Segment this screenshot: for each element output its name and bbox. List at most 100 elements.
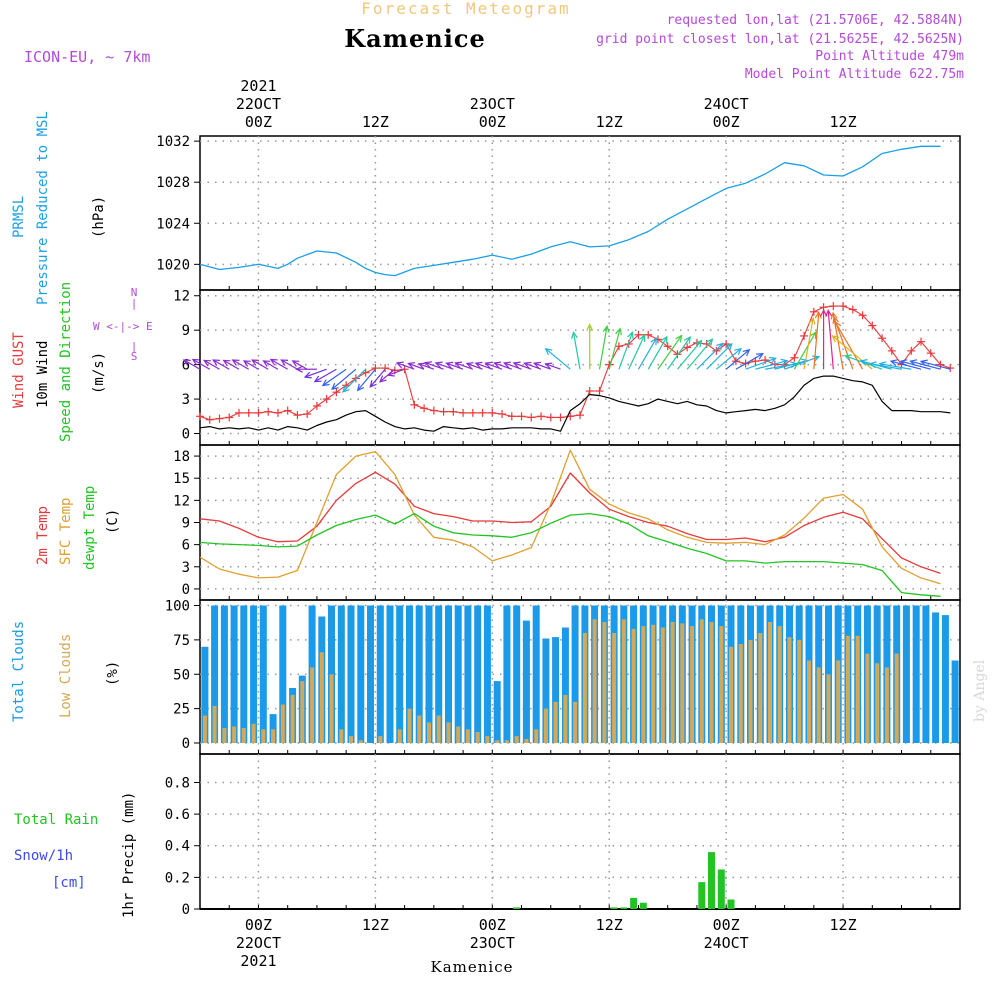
grid-point: grid point closest lon,lat (21.5625E, 42… (596, 32, 964, 47)
model-altitude: Model Point Altitude 622.75m (745, 67, 964, 82)
low-cloud-bar (252, 724, 256, 743)
total-cloud-bar (367, 606, 374, 744)
footer-location: Kamenice (431, 958, 514, 976)
bottom-time-label: 00Z (713, 916, 740, 934)
wind-arrow (599, 326, 607, 369)
low-cloud-bar (690, 626, 694, 743)
pressure-line (200, 146, 941, 275)
rain-bar (611, 907, 618, 909)
low-cloud-bar (593, 619, 597, 743)
wind-chart (184, 302, 954, 431)
pressure-msl-label: Pressure Reduced to MSL (35, 111, 51, 305)
cloud-ytick-label: 25 (173, 702, 190, 718)
low-cloud-bar (320, 652, 324, 743)
low-cloud-bar (466, 729, 470, 743)
wind-speed-dir-label: Speed and Direction (58, 282, 74, 442)
low-cloud-bar (632, 629, 636, 743)
prmsl-label: PRMSL (11, 196, 27, 238)
svg-text:|: | (131, 297, 138, 310)
low-cloud-bar (271, 729, 275, 743)
cloud-unit: (%) (105, 661, 121, 686)
total-cloud-bar (513, 606, 520, 744)
wind-ytick-label: 3 (182, 392, 190, 408)
low-clouds-label: Low Clouds (58, 634, 74, 718)
wind-arrow (677, 341, 701, 370)
low-cloud-bar (222, 728, 226, 743)
low-cloud-bar (661, 628, 665, 744)
low-cloud-bar (875, 663, 879, 743)
wind-arrow (629, 335, 645, 369)
wind-arrow (546, 349, 571, 370)
low-cloud-bar (788, 637, 792, 743)
bottom-time-label: 00Z (479, 916, 506, 934)
low-cloud-bar (232, 727, 236, 744)
low-cloud-bar (651, 625, 655, 743)
low-cloud-bar (213, 706, 217, 743)
gust-label: Wind GUST (11, 332, 27, 408)
low-cloud-bar (671, 622, 675, 743)
total-cloud-bar (484, 606, 491, 744)
pressure-ytick-label: 1024 (156, 216, 190, 232)
temperature-chart (200, 450, 941, 596)
total-cloud-bar (231, 606, 238, 744)
rain-bar (708, 852, 715, 909)
total-cloud-bar (474, 606, 481, 744)
total-cloud-bar (455, 606, 462, 744)
watermark: by Angel (972, 659, 988, 722)
low-cloud-bar (349, 736, 353, 743)
low-cloud-bar (865, 654, 869, 743)
low-cloud-bar (554, 702, 558, 743)
temp-ytick-label: 15 (173, 471, 190, 487)
low-cloud-bar (495, 740, 499, 743)
total-cloud-bar (260, 606, 267, 744)
low-cloud-bar (427, 722, 431, 743)
bottom-time-label: 2021 (240, 952, 276, 970)
low-cloud-bar (768, 622, 772, 743)
total-cloud-bar (240, 606, 247, 744)
bottom-time-label: 24OCT (704, 934, 749, 952)
precip-ytick-label: 0.4 (165, 839, 190, 855)
low-cloud-bar (612, 633, 616, 743)
low-cloud-bar (515, 736, 519, 743)
total-cloud-bar (942, 615, 949, 743)
cloud-ytick-label: 0 (182, 736, 190, 752)
wind-unit: (m/s) (91, 352, 107, 394)
precip-ytick-label: 0.2 (165, 870, 190, 886)
low-cloud-bar (583, 633, 587, 743)
bottom-time-label: 00Z (245, 916, 272, 934)
low-cloud-bar (310, 667, 314, 743)
total-cloud-bar (903, 606, 910, 744)
total-cloud-bar (387, 606, 394, 744)
wind-arrow (828, 310, 833, 369)
temp-ytick-label: 12 (173, 493, 190, 509)
bottom-time-label: 12Z (596, 916, 623, 934)
dewpt-line (200, 514, 941, 597)
rain-bar (698, 882, 705, 909)
dewpt-label: dewpt Temp (82, 486, 98, 570)
pressure-unit: (hPa) (91, 196, 107, 238)
low-cloud-bar (300, 681, 304, 743)
low-cloud-bar (281, 705, 285, 744)
total-rain-label: Total Rain (14, 812, 98, 828)
low-cloud-bar (291, 695, 295, 743)
low-cloud-bar (641, 626, 645, 743)
low-cloud-bar (485, 736, 489, 743)
low-cloud-bar (836, 661, 840, 744)
low-cloud-bar (856, 636, 860, 743)
bottom-time-label: 23OCT (470, 934, 515, 952)
temp-ytick-label: 3 (182, 560, 190, 576)
precip-ytick-label: 0.8 (165, 775, 190, 791)
temp2m-label: 2m Temp (35, 506, 51, 565)
total-cloud-bar (426, 606, 433, 744)
total-cloud-bar (494, 681, 501, 743)
product-title: Forecast Meteogram (361, 0, 570, 18)
low-cloud-bar (505, 740, 509, 743)
model-label: ICON-EU, ~ 7km (24, 48, 150, 66)
low-cloud-bar (885, 667, 889, 743)
low-cloud-bar (895, 654, 899, 743)
low-cloud-bar (447, 722, 451, 743)
pressure-ytick-label: 1032 (156, 134, 190, 150)
